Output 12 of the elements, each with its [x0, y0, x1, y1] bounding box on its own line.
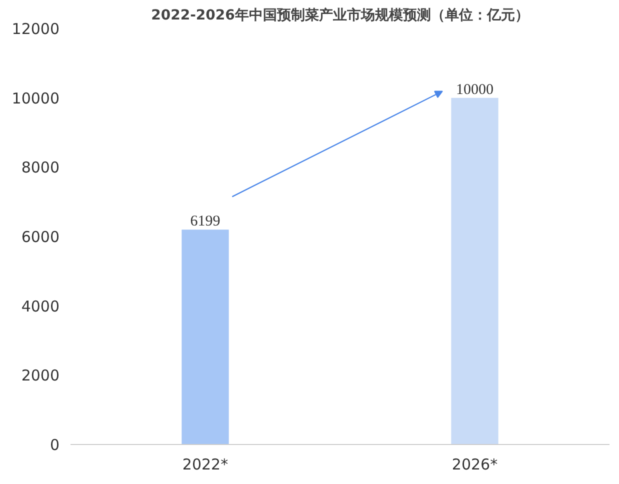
chart-title: 2022-2026年中国预制菜产业市场规模预测（单位：亿元） [151, 6, 529, 24]
x-tick-label: 2022* [182, 456, 229, 474]
y-tick-label: 2000 [21, 366, 60, 385]
data-label: 6199 [190, 214, 220, 230]
y-tick-label: 0 [50, 436, 60, 454]
data-label: 10000 [456, 82, 494, 98]
y-tick-label: 6000 [21, 228, 60, 246]
y-tick-label: 10000 [12, 89, 60, 108]
y-tick-label: 12000 [12, 20, 60, 38]
y-tick-label: 8000 [21, 158, 60, 177]
x-tick-label: 2026* [452, 456, 498, 474]
y-tick-label: 4000 [21, 297, 60, 316]
